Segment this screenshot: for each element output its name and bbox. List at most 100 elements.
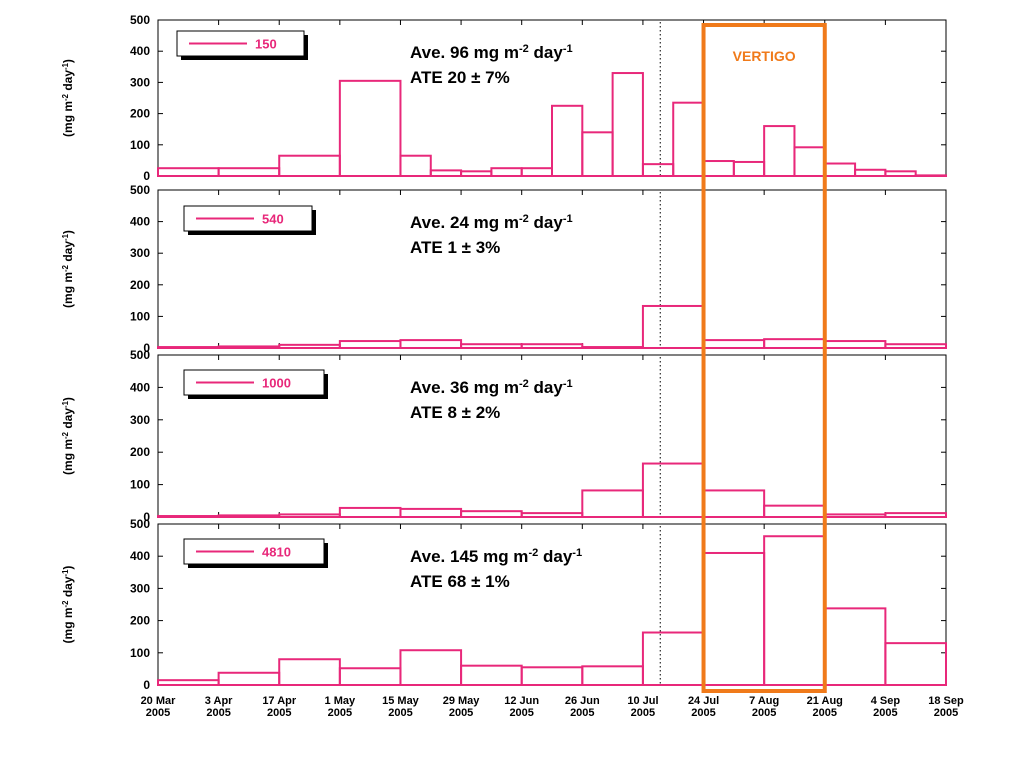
flux-bar [520,666,584,686]
flux-bar [641,304,705,349]
y-tick-label: 300 [130,75,150,89]
y-tick-label: 100 [130,309,150,323]
ate-annotation: ATE 68 ± 1% [410,572,510,591]
panel-3: 0 100 200 300 400 500 (mg m-2 day-1) 1000 Ave. 3… [61,348,948,524]
flux-bar [763,535,826,687]
flux-bar [641,163,675,177]
legend-label: 150 [255,37,277,52]
average-flux-annotation: Ave. 145 mg m-2 day-1 [410,547,582,566]
flux-bar [763,338,826,350]
x-tick-label: 29 May 2005 [443,695,481,719]
flux-bar [520,512,584,518]
flux-bar [278,658,341,686]
flux-bar [823,162,857,178]
ate-annotation: ATE 20 ± 7% [410,68,510,87]
flux-bar [520,343,584,350]
flux-bar [581,131,614,178]
flux-bar [763,125,796,177]
x-tick-label: 4 Sep 2005 [871,695,901,719]
y-tick-label: 200 [130,278,150,292]
flux-bar [217,345,281,350]
y-tick-label: 400 [130,380,150,394]
flux-bar [157,515,220,519]
flux-bar [702,160,735,178]
y-tick-label: 100 [130,478,150,492]
flux-bar [490,167,523,177]
flux-bar [157,167,220,177]
y-tick-label: 400 [130,44,150,58]
ate-annotation: ATE 1 ± 3% [410,238,500,257]
y-axis-label: (mg m-2 day-1) [61,566,76,644]
flux-bar [581,665,644,686]
flux-bar [641,631,705,686]
y-tick-label: 0 [143,341,150,355]
flux-bar [884,343,948,350]
y-axis-label: (mg m-2 day-1) [61,397,76,475]
x-tick-label: 18 Sep 2005 [928,695,964,719]
flux-bar [399,507,463,518]
flux-bar [460,510,523,518]
flux-bar [429,169,463,178]
legend-label: 540 [262,212,284,227]
y-tick-label: 200 [130,445,150,459]
y-tick-label: 0 [143,678,150,692]
x-tick-label: 21 Aug 2005 [807,695,843,719]
y-tick-label: 300 [130,246,150,260]
flux-bar [641,462,705,519]
x-tick-label: 15 May 2005 [382,695,420,719]
vertigo-label: VERTIGO [733,48,796,64]
y-tick-label: 500 [130,183,150,197]
flux-bar [338,667,402,686]
y-tick-label: 100 [130,646,150,660]
vertigo-highlight-box [701,23,827,693]
flux-bar [823,607,887,687]
flux-bar [702,339,766,350]
flux-bar [854,168,887,177]
y-tick-label: 500 [130,13,150,27]
flux-bar [278,343,341,349]
panel-4: 0 100 200 300 400 500 (mg m-2 day-1) 4810 Ave. 1… [61,517,948,692]
x-tick-label: 24 Jul 2005 [688,695,719,719]
flux-bar [914,174,948,178]
flux-bar [460,343,523,350]
flux-bar [157,679,220,686]
legend-label: 1000 [262,376,291,391]
x-tick-label: 1 May 2005 [325,695,356,719]
flux-bar [520,167,554,177]
flux-bar [338,506,402,519]
flux-bar [217,167,281,177]
flux-bar [217,514,281,519]
flux-bar [611,72,644,177]
y-tick-label: 0 [143,169,150,183]
ate-annotation: ATE 8 ± 2% [410,403,500,422]
flux-bar [217,671,281,686]
flux-bar [157,346,220,350]
flux-bar [884,170,917,178]
x-tick-label: 7 Aug 2005 [749,695,779,719]
flux-bar [399,649,463,686]
flux-bar [702,489,766,519]
x-tick-label: 17 Apr 2005 [262,695,297,719]
x-tick-label: 3 Apr 2005 [205,695,233,719]
y-tick-label: 500 [130,348,150,362]
flux-bar [763,504,826,519]
flux-bar [884,512,948,518]
x-tick-label: 26 Jun 2005 [565,695,600,719]
y-tick-label: 300 [130,581,150,595]
x-tick-label: 12 Jun 2005 [504,695,539,719]
flux-bar [823,340,887,350]
panel-1: 0 100 200 300 400 500 (mg m-2 day-1) 150 Ave. 96… [61,13,948,183]
flux-bar [581,346,644,350]
flux-bar [581,489,644,519]
flux-bar [551,104,584,177]
average-flux-annotation: Ave. 36 mg m-2 day-1 [410,378,573,397]
legend-label: 4810 [262,545,291,560]
flux-bar [732,160,766,178]
y-tick-label: 300 [130,413,150,427]
flux-bar [793,146,826,178]
flux-bar [702,551,766,686]
flux-bar [460,170,493,178]
flux-bar [399,339,463,350]
flux-bar [399,154,432,178]
